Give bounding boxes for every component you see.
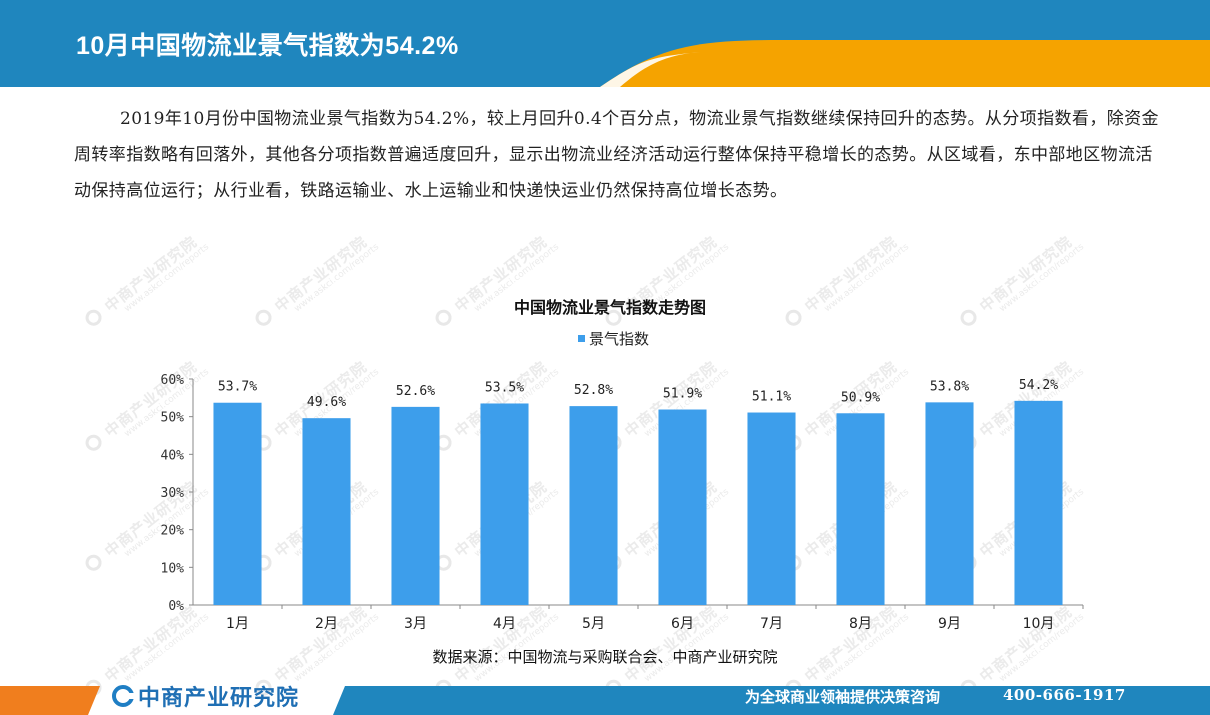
bar (213, 402, 262, 605)
y-tick-label: 10% (161, 561, 185, 576)
y-tick-label: 0% (168, 599, 184, 614)
data-label: 53.5% (485, 380, 524, 395)
x-tick-label: 10月 (1023, 616, 1055, 632)
data-label: 53.8% (930, 379, 969, 394)
header-accent-wave (600, 40, 1210, 87)
summary-paragraph: 2019年10月份中国物流业景气指数为54.2%，较上月回升0.4个百分点，物流… (74, 109, 1159, 201)
y-tick-label: 60% (161, 373, 185, 388)
bar (302, 418, 351, 605)
data-label: 52.6% (396, 384, 435, 399)
page-title: 10月中国物流业景气指数为54.2% (76, 32, 459, 60)
data-label: 50.9% (841, 390, 880, 405)
bar (1014, 400, 1063, 605)
bar (925, 402, 974, 605)
legend-label: 景气指数 (589, 330, 650, 348)
data-label: 51.1% (752, 390, 791, 405)
bar (836, 413, 885, 605)
data-label: 54.2% (1019, 378, 1058, 393)
data-label: 51.9% (663, 387, 702, 402)
brand-logo: 中商产业研究院 (112, 680, 299, 712)
footer-background (0, 686, 1210, 715)
data-label: 52.8% (574, 383, 613, 398)
chart-title: 中国物流业景气指数走势图 (513, 298, 706, 317)
header-banner: 10月中国物流业景气指数为54.2% (0, 0, 1210, 87)
data-label: 49.6% (307, 395, 346, 410)
brand-name: 中商产业研究院 (138, 686, 300, 711)
x-tick-label: 1月 (226, 616, 249, 632)
y-tick-label: 40% (161, 448, 185, 463)
y-tick-label: 30% (161, 486, 185, 501)
bar (569, 406, 618, 605)
bar (658, 409, 707, 605)
header-white-swoosh (600, 52, 700, 87)
x-tick-label: 6月 (671, 616, 694, 632)
bar (391, 406, 440, 605)
footer-hotline: 400-666-1917 (1003, 686, 1126, 704)
x-tick-label: 5月 (582, 616, 605, 632)
chart-legend: 景气指数 (578, 328, 649, 349)
company-logo-icon (112, 685, 135, 707)
x-tick-label: 9月 (938, 616, 961, 632)
footer-band (333, 686, 1210, 715)
x-tick-label: 8月 (849, 616, 872, 632)
x-tick-label: 7月 (760, 616, 783, 632)
footer-slogan: 为全球商业领袖提供决策咨询 (745, 688, 941, 706)
data-source-note: 数据来源：中国物流与采购联合会、中商产业研究院 (432, 648, 778, 666)
x-tick-label: 2月 (315, 616, 338, 632)
x-tick-label: 4月 (493, 616, 516, 632)
x-tick-label: 3月 (404, 616, 427, 632)
y-tick-label: 50% (161, 411, 185, 426)
data-label: 53.7% (218, 380, 257, 395)
header-background (0, 0, 1210, 87)
footer-banner: 中商产业研究院 为全球商业领袖提供决策咨询 400-666-1917 (0, 678, 1210, 715)
y-tick-label: 20% (161, 524, 185, 539)
footer-accent-stripe (0, 686, 100, 715)
legend-swatch (578, 335, 585, 342)
bar (480, 403, 529, 605)
bar (747, 412, 796, 605)
